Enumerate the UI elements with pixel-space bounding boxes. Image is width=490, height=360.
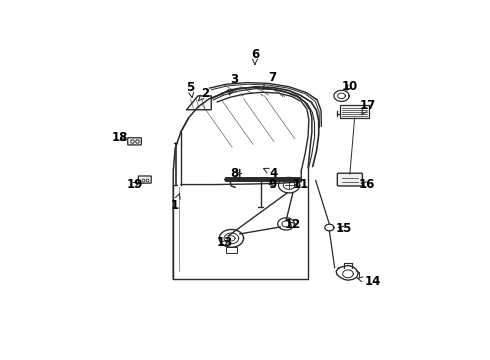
Text: 14: 14 xyxy=(358,275,381,288)
Text: 1: 1 xyxy=(171,193,180,212)
Text: 3: 3 xyxy=(228,73,238,95)
Text: 6: 6 xyxy=(251,48,259,64)
Text: 10: 10 xyxy=(342,80,358,93)
FancyBboxPatch shape xyxy=(128,138,142,145)
Text: 19: 19 xyxy=(126,178,143,191)
Bar xyxy=(226,247,237,253)
Text: 12: 12 xyxy=(285,218,301,231)
Text: 18: 18 xyxy=(112,131,128,144)
Text: 4: 4 xyxy=(264,167,278,180)
Text: 16: 16 xyxy=(359,178,375,191)
Text: 5: 5 xyxy=(186,81,195,98)
Text: 11: 11 xyxy=(293,178,309,191)
Text: 13: 13 xyxy=(217,236,233,249)
Text: 8: 8 xyxy=(230,167,241,180)
FancyBboxPatch shape xyxy=(337,173,363,186)
Text: 15: 15 xyxy=(336,222,352,235)
Text: 2: 2 xyxy=(198,87,210,101)
Text: 9: 9 xyxy=(268,178,276,191)
Text: 7: 7 xyxy=(263,71,276,90)
Text: 17: 17 xyxy=(360,99,376,115)
Bar xyxy=(341,105,369,118)
FancyBboxPatch shape xyxy=(138,176,151,183)
